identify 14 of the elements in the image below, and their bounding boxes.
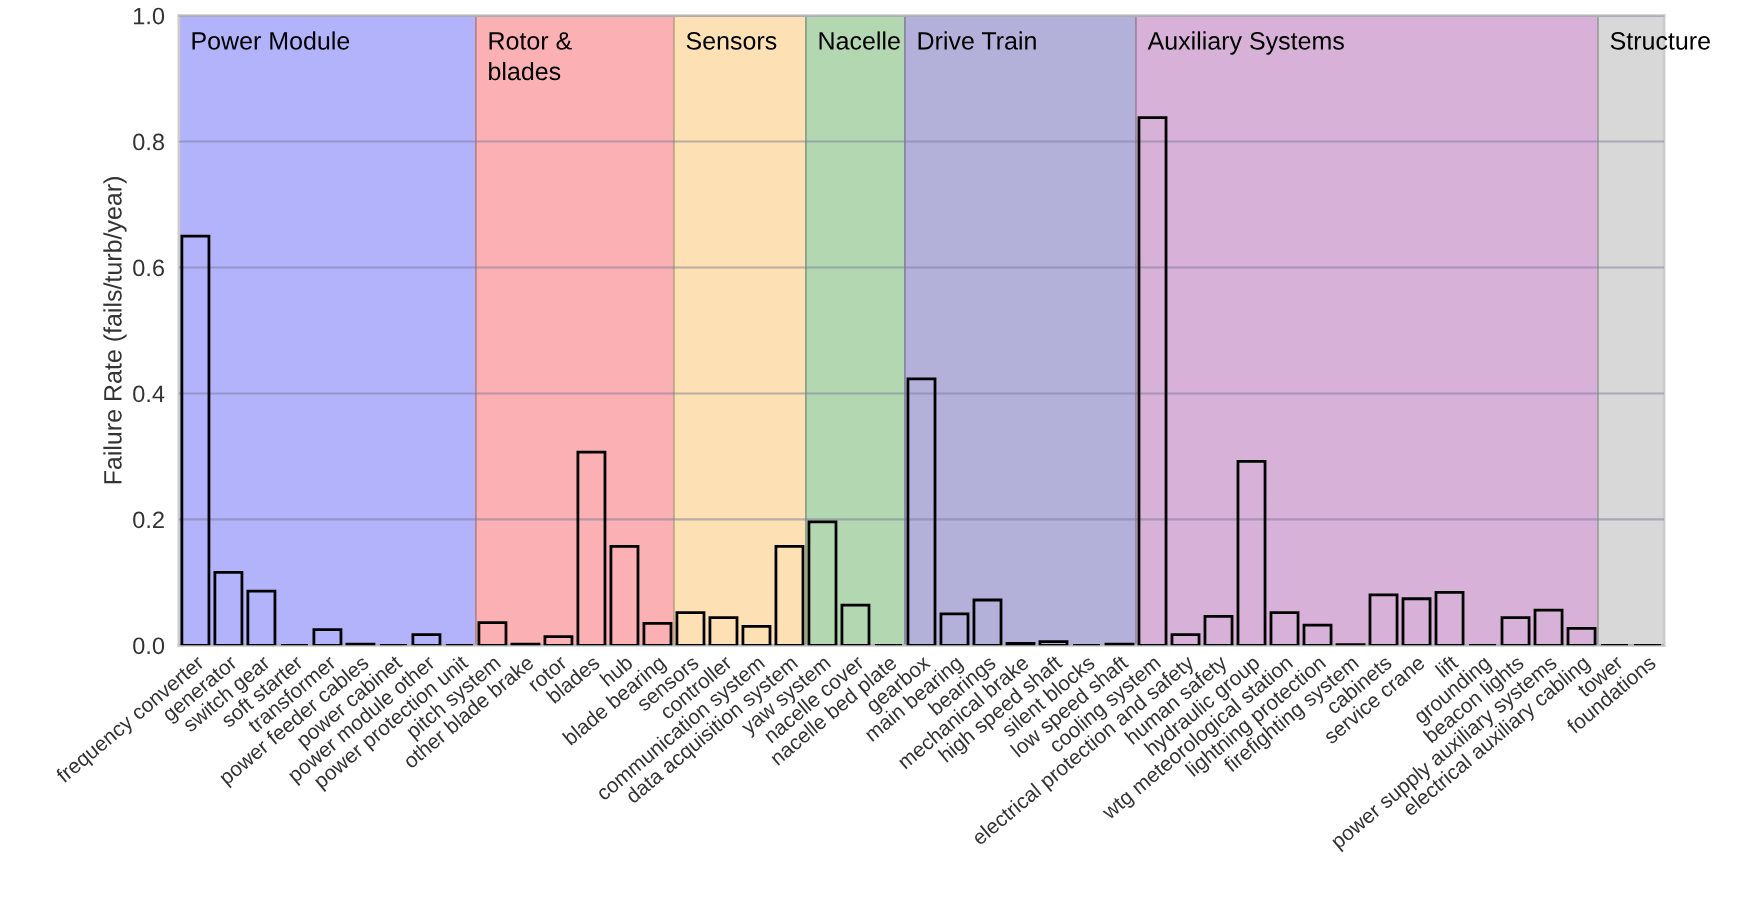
y-tick-label: 0.2 <box>133 511 164 529</box>
band-label: Power Module <box>192 31 350 50</box>
y-tick-label: 0.0 <box>133 637 165 655</box>
band-label: Sensors <box>686 32 777 50</box>
y-tick-label: 0.8 <box>133 133 164 151</box>
band-label: Drive Train <box>918 31 1036 50</box>
band-label: Rotor & blades <box>489 32 572 81</box>
y-tick-label: 0.4 <box>133 385 165 403</box>
band-label: Auxiliary Systems <box>1147 31 1344 55</box>
band-label: Nacelle <box>819 31 900 50</box>
band-label: Structure <box>1610 32 1710 50</box>
y-tick-label: 0.6 <box>133 259 164 277</box>
y-tick-label: 1.0 <box>134 7 165 25</box>
y-axis-title: Failure Rate (fails/turb/year) <box>103 177 127 484</box>
